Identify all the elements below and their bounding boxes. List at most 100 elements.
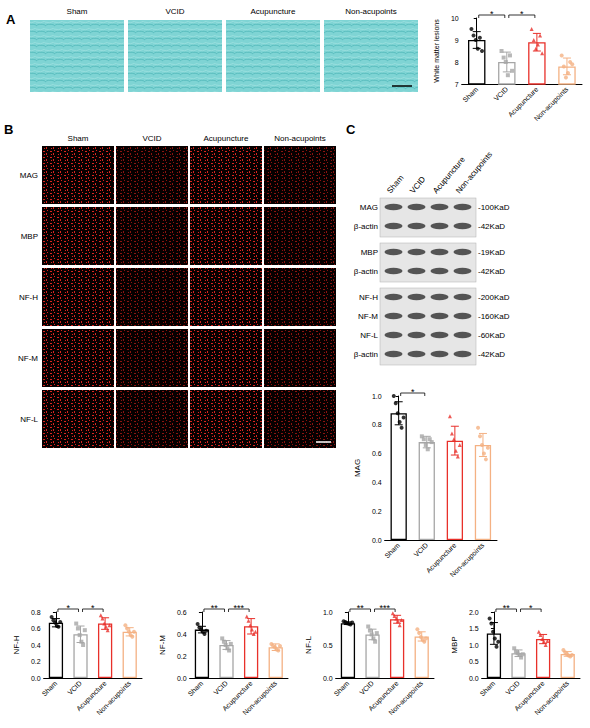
svg-text:0.0: 0.0 [469, 675, 479, 682]
svg-text:Non-acupoints: Non-acupoints [345, 7, 397, 16]
svg-text:NF-L: NF-L [304, 636, 313, 654]
svg-text:*: * [66, 603, 70, 613]
svg-text:Non-acupoints: Non-acupoints [454, 150, 494, 195]
svg-text:0.0: 0.0 [372, 537, 382, 544]
svg-text:Non-acupoints: Non-acupoints [95, 679, 133, 717]
svg-text:0.6: 0.6 [31, 625, 41, 632]
svg-text:VCID: VCID [212, 680, 229, 697]
svg-text:VCID: VCID [408, 175, 427, 196]
svg-text:-42KaD: -42KaD [478, 350, 505, 359]
svg-text:0.4: 0.4 [31, 642, 41, 649]
svg-text:Sham: Sham [461, 85, 479, 103]
svg-text:VCID: VCID [504, 680, 521, 697]
svg-text:Sham: Sham [333, 679, 351, 697]
svg-text:Non-acupoints: Non-acupoints [533, 85, 571, 123]
svg-text:White matter lesions: White matter lesions [433, 19, 440, 83]
svg-text:Non-acupoints: Non-acupoints [241, 679, 279, 717]
svg-text:**: ** [357, 603, 365, 613]
svg-text:0.8: 0.8 [31, 609, 41, 616]
svg-text:0.2: 0.2 [372, 508, 382, 515]
svg-text:-42KaD: -42KaD [478, 267, 505, 276]
svg-text:**: ** [503, 603, 511, 613]
svg-text:VCID: VCID [493, 86, 510, 103]
svg-text:VCID: VCID [358, 680, 375, 697]
svg-text:***: *** [234, 603, 245, 613]
svg-text:NF-H: NF-H [12, 635, 21, 654]
svg-text:NF-M: NF-M [358, 312, 378, 321]
svg-text:**: ** [211, 603, 219, 613]
svg-text:0.0: 0.0 [31, 675, 41, 682]
svg-text:NF-M: NF-M [158, 635, 167, 655]
svg-text:Acupuncture: Acupuncture [424, 541, 458, 575]
svg-text:Sham: Sham [41, 679, 59, 697]
svg-text:-200KaD: -200KaD [478, 293, 510, 302]
svg-text:10: 10 [451, 15, 459, 22]
svg-text:MBP: MBP [21, 232, 38, 241]
svg-text:Sham: Sham [67, 7, 88, 16]
svg-text:β-actin: β-actin [354, 267, 378, 276]
svg-text:0.4: 0.4 [177, 631, 187, 638]
svg-text:-60KaD: -60KaD [478, 331, 505, 340]
svg-text:VCID: VCID [142, 134, 161, 143]
svg-text:1.0: 1.0 [372, 393, 382, 400]
svg-text:0.4: 0.4 [372, 479, 382, 486]
svg-text:VCID: VCID [165, 7, 184, 16]
svg-text:Acupuncture: Acupuncture [506, 85, 540, 119]
svg-text:-100KaD: -100KaD [478, 203, 510, 212]
svg-text:Acupuncture: Acupuncture [204, 134, 249, 143]
svg-text:0.0: 0.0 [177, 675, 187, 682]
svg-text:-19KaD: -19KaD [478, 248, 505, 257]
svg-text:A: A [6, 12, 16, 27]
svg-text:Non-acupoints: Non-acupoints [533, 679, 571, 717]
svg-text:9: 9 [455, 37, 459, 44]
svg-text:Sham: Sham [479, 679, 497, 697]
svg-text:0.8: 0.8 [372, 421, 382, 428]
svg-text:Non-acupoints: Non-acupoints [387, 679, 425, 717]
svg-text:0.6: 0.6 [177, 609, 187, 616]
svg-text:-160KaD: -160KaD [478, 312, 510, 321]
svg-text:*: * [490, 9, 494, 19]
svg-text:β-actin: β-actin [354, 222, 378, 231]
svg-text:***: *** [380, 603, 391, 613]
svg-text:NF-M: NF-M [18, 354, 38, 363]
svg-text:MAG: MAG [20, 171, 38, 180]
svg-text:*: * [529, 603, 533, 613]
svg-text:0.2: 0.2 [31, 658, 41, 665]
svg-text:0.5: 0.5 [469, 658, 479, 665]
svg-text:NF-H: NF-H [19, 293, 38, 302]
svg-text:Non-acupoints: Non-acupoints [449, 541, 487, 579]
svg-text:Sham: Sham [385, 173, 406, 195]
svg-text:8: 8 [455, 59, 459, 66]
svg-text:VCID: VCID [66, 680, 83, 697]
svg-text:Sham: Sham [187, 679, 205, 697]
svg-text:MAG: MAG [360, 203, 378, 212]
svg-text:MBP: MBP [450, 636, 459, 653]
svg-text:Sham: Sham [383, 541, 401, 559]
svg-text:*: * [91, 603, 95, 613]
svg-text:1.0: 1.0 [323, 609, 333, 616]
svg-text:β-actin: β-actin [354, 350, 378, 359]
svg-text:0.0: 0.0 [323, 675, 333, 682]
svg-text:Non-acupoints: Non-acupoints [274, 134, 326, 143]
svg-text:2.0: 2.0 [469, 609, 479, 616]
svg-text:1.5: 1.5 [469, 625, 479, 632]
svg-text:B: B [4, 122, 13, 137]
svg-text:MAG: MAG [353, 459, 362, 477]
svg-text:0.5: 0.5 [323, 642, 333, 649]
svg-text:MBP: MBP [361, 248, 378, 257]
svg-text:*: * [411, 387, 415, 397]
svg-text:1.0: 1.0 [469, 642, 479, 649]
svg-text:NF-L: NF-L [20, 415, 38, 424]
svg-text:NF-L: NF-L [360, 331, 378, 340]
svg-text:NF-H: NF-H [359, 293, 378, 302]
svg-text:-42KaD: -42KaD [478, 222, 505, 231]
svg-text:Acupuncture: Acupuncture [431, 155, 467, 196]
svg-text:0.6: 0.6 [372, 450, 382, 457]
svg-text:0.2: 0.2 [177, 653, 187, 660]
svg-text:VCID: VCID [412, 542, 429, 559]
svg-text:C: C [346, 122, 356, 137]
svg-text:Sham: Sham [68, 134, 89, 143]
svg-text:7: 7 [455, 81, 459, 88]
svg-text:Acupuncture: Acupuncture [251, 7, 296, 16]
svg-text:*: * [520, 9, 524, 19]
